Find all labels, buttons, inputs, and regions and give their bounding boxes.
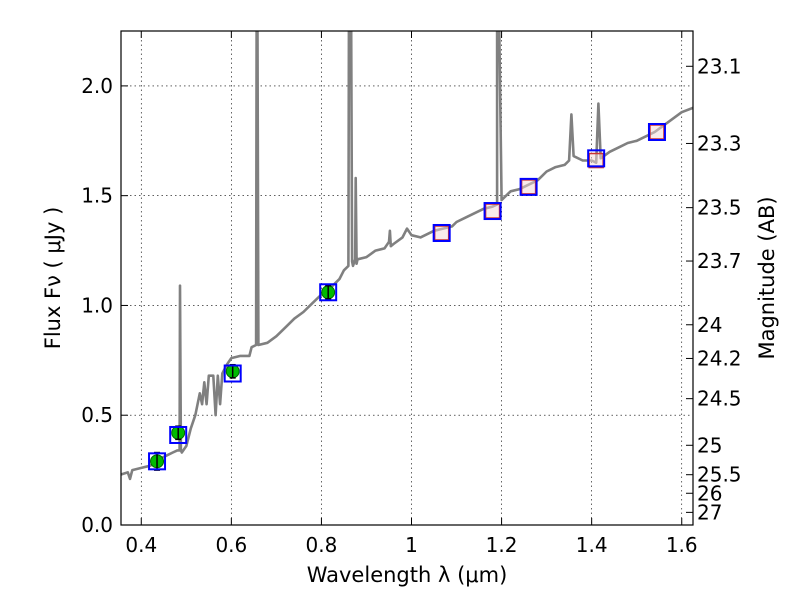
plot-area	[121, 31, 693, 525]
nir-point	[649, 124, 665, 140]
model-band-point	[148, 452, 167, 471]
photometry-markers	[148, 122, 666, 471]
x-axis-title: Wavelength λ (μm)	[307, 563, 508, 587]
plot-frame	[120, 30, 694, 526]
mag-tick-label: 24.2	[697, 346, 742, 370]
x-tick-label: 1.6	[666, 533, 698, 557]
spectrum-line	[121, 31, 693, 481]
x-tick-label: 0.8	[306, 533, 338, 557]
mag-tick-label: 27	[697, 500, 722, 524]
mag-tick-label: 23.1	[697, 54, 742, 78]
mag-tick-label: 26	[697, 481, 722, 505]
model-spectrum	[121, 31, 693, 481]
y-tick-label: 2.0	[81, 74, 113, 98]
y-tick-label: 1.5	[81, 184, 113, 208]
mag-tick-label: 23.3	[697, 131, 742, 155]
y2-axis-title: Magnitude (AB)	[755, 196, 779, 359]
model-band-point	[223, 364, 242, 383]
x-tick-label: 1	[405, 533, 418, 557]
y-tick-label: 1.0	[81, 293, 113, 317]
nir-point	[433, 225, 450, 241]
x-tick-label: 0.6	[215, 533, 247, 557]
mag-tick-label: 24	[697, 313, 722, 337]
nir-point	[484, 203, 501, 219]
x-tick-label: 1.4	[576, 533, 608, 557]
nir-point	[520, 179, 537, 195]
model-band-point	[587, 149, 606, 168]
mag-tick-label: 24.5	[697, 387, 742, 411]
y-tick-label: 0.5	[81, 403, 113, 427]
x-tick-label: 1.2	[486, 533, 518, 557]
model-band-point	[647, 122, 666, 141]
y-axis-title: Flux Fν ( μJy )	[41, 207, 65, 350]
model-band-point	[432, 223, 451, 242]
model-band-point	[483, 202, 502, 221]
x-tick-label: 0.4	[125, 533, 157, 557]
model-band-point	[519, 177, 538, 196]
y-tick-label: 0.0	[81, 513, 113, 537]
model-band-point	[319, 283, 338, 302]
mag-tick-label: 23.5	[697, 196, 742, 220]
model-band-point	[169, 425, 188, 444]
mag-tick-label: 23.7	[697, 249, 742, 273]
mag-tick-label: 25.5	[697, 463, 742, 487]
mag-tick-label: 25	[697, 433, 722, 457]
axis-ticks: 0.4 0.6 0.8 1 1.2 1.4 1.6 0.0 0.5 1.0 1.5 2.0 23.1 23…	[81, 31, 742, 557]
